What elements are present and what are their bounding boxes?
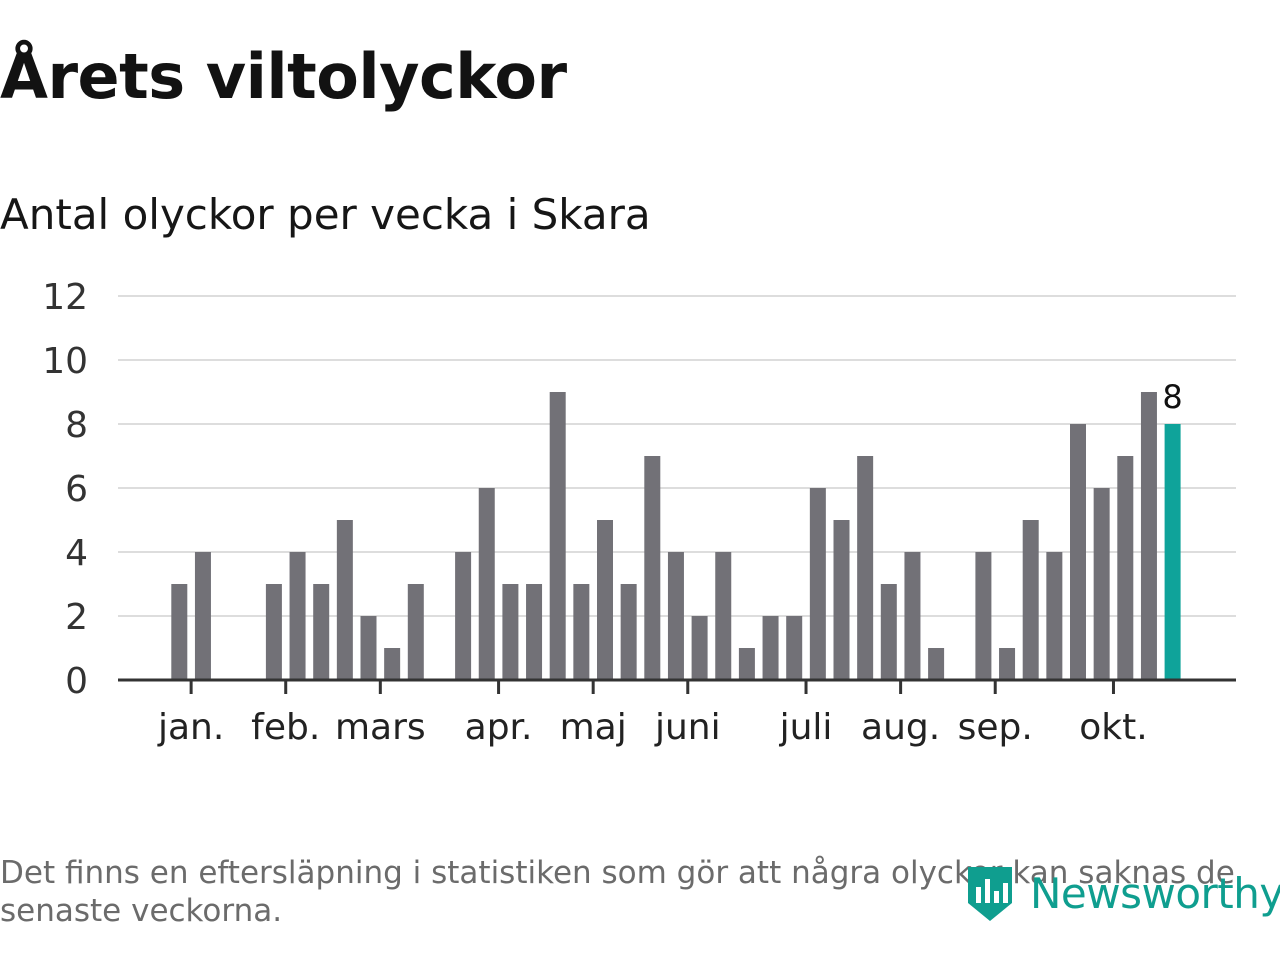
bar	[526, 584, 543, 680]
y-tick-label: 6	[65, 469, 88, 510]
chart-subtitle: Antal olyckor per vecka i Skara	[0, 190, 651, 239]
bars	[171, 392, 1181, 680]
bar	[502, 584, 519, 680]
bar	[171, 584, 188, 680]
bar	[573, 584, 590, 680]
x-axis-labels: jan. feb. mars apr. maj juni juli aug. sep. okt.	[157, 707, 1148, 748]
x-tick-label: jan.	[157, 707, 224, 748]
bar	[786, 616, 803, 680]
bar	[1046, 552, 1063, 680]
x-axis	[118, 678, 1236, 694]
x-tick-label: maj	[560, 707, 627, 748]
bar	[407, 584, 424, 680]
y-tick-label: 2	[65, 597, 88, 638]
bar	[478, 488, 495, 680]
bar	[194, 552, 211, 680]
brand-logo: Newsworthy	[964, 858, 1280, 928]
y-tick-label: 0	[65, 661, 88, 702]
x-tick-label: okt.	[1079, 707, 1147, 748]
annotations: 8	[1162, 378, 1182, 416]
bar	[313, 584, 330, 680]
y-tick-label: 10	[42, 341, 88, 382]
x-tick-label: juni	[654, 707, 721, 748]
bar	[644, 456, 661, 680]
brand-name: Newsworthy	[1030, 868, 1280, 918]
y-axis-labels: 0 2 4 6 8 10 12	[42, 277, 88, 702]
bar	[265, 584, 282, 680]
y-tick-label: 8	[65, 405, 88, 446]
bar	[691, 616, 708, 680]
bar	[928, 648, 945, 680]
bar	[455, 552, 472, 680]
bar	[999, 648, 1016, 680]
bar	[336, 520, 353, 680]
bar	[880, 584, 897, 680]
footnote: Det finns en eftersläpning i statistiken…	[0, 855, 1235, 929]
bar	[1117, 456, 1134, 680]
x-tick-label: apr.	[465, 707, 533, 748]
bar	[360, 616, 377, 680]
x-tick-label: sep.	[958, 707, 1033, 748]
bar	[1022, 520, 1039, 680]
bar	[1070, 424, 1086, 680]
bar	[620, 584, 637, 680]
bar-chart-shield-icon	[968, 867, 1012, 921]
bar	[975, 552, 992, 680]
bar	[762, 616, 779, 680]
x-tick-label: juli	[779, 707, 833, 748]
bar	[738, 648, 755, 680]
bar	[597, 520, 613, 680]
bar	[1093, 488, 1110, 680]
bar-chart: 0 2 4 6 8 10 12 jan. feb. mars apr. maj juni juli aug…	[42, 277, 1236, 748]
bar	[857, 456, 874, 680]
bar	[549, 392, 566, 680]
bar	[715, 552, 732, 680]
y-tick-label: 4	[65, 533, 88, 574]
chart-title: Årets viltolyckor	[0, 40, 567, 113]
y-tick-label: 12	[42, 277, 88, 318]
bar	[1140, 392, 1157, 680]
bar	[833, 520, 850, 680]
bar	[384, 648, 401, 680]
bar	[904, 552, 921, 680]
bar-highlight	[1164, 424, 1181, 680]
x-tick-label: feb.	[251, 707, 320, 748]
bar	[667, 552, 684, 680]
x-tick-label: aug.	[861, 707, 940, 748]
highlight-value-label: 8	[1162, 378, 1182, 416]
bar	[809, 488, 826, 680]
bar	[289, 552, 306, 680]
x-tick-label: mars	[335, 707, 426, 748]
